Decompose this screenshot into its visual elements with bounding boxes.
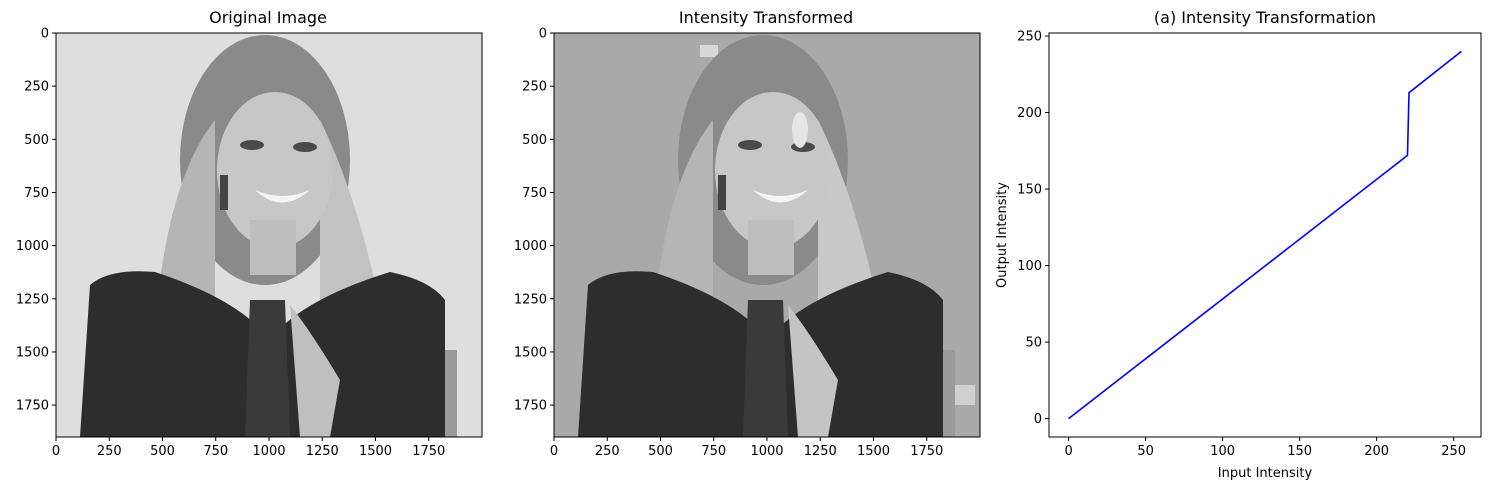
transformed-xtick-label: 1500 [857, 444, 890, 459]
y-axis-label: Output Intensity [995, 182, 1010, 288]
transformed-ytick-label: 250 [522, 80, 547, 95]
panel-intensity-transformed: Intensity Transformed 0 250 500 750 10 [514, 8, 981, 459]
transformed-image [554, 33, 980, 437]
x-ticks-plot: 0 50 100 150 200 250 [1064, 437, 1466, 459]
transformed-ytick-label: 1250 [514, 292, 547, 307]
panel-original-image: Original Image 0 250 500 750 1000 1250 1500 175… [16, 8, 483, 459]
transformed-xtick-label: 1000 [750, 444, 783, 459]
original-ytick-label: 750 [24, 186, 49, 201]
y-ticks-plot: 0 50 100 150 200 250 [1017, 30, 1049, 427]
panel-title-transformed: Intensity Transformed [679, 8, 853, 27]
original-image [56, 33, 482, 437]
x-ticks-transformed: 0 250 500 750 1000 1250 1500 1750 [550, 437, 943, 459]
original-xtick-label: 0 [52, 444, 60, 459]
series-line-transformation [1068, 50, 1462, 420]
plot-xtick-label: 200 [1364, 444, 1389, 459]
plot-ytick-label: 200 [1017, 106, 1042, 121]
transformed-xtick-label: 0 [550, 444, 558, 459]
plot-xtick-label: 150 [1287, 444, 1312, 459]
plot-ytick-label: 50 [1025, 336, 1042, 351]
y-ticks-transformed: 0 250 500 750 1000 1250 1500 1750 [514, 27, 554, 414]
transformed-ytick-label: 1000 [514, 239, 547, 254]
transformed-ytick-label: 0 [539, 27, 547, 42]
plot-xtick-label: 50 [1137, 444, 1154, 459]
original-xtick-label: 500 [150, 444, 175, 459]
original-ytick-label: 1750 [16, 399, 49, 414]
original-xtick-label: 1000 [252, 444, 285, 459]
original-ytick-label: 1000 [16, 239, 49, 254]
axes-frame-plot [1048, 32, 1482, 438]
plot-ytick-label: 100 [1017, 259, 1042, 274]
transformed-xtick-label: 250 [595, 444, 620, 459]
transformed-xtick-label: 1250 [804, 444, 837, 459]
original-ytick-label: 500 [24, 133, 49, 148]
panel-title-original: Original Image [209, 8, 327, 27]
x-axis-label: Input Intensity [1218, 466, 1313, 481]
original-xtick-label: 250 [97, 444, 122, 459]
transformed-ytick-label: 1500 [514, 345, 547, 360]
plot-ytick-label: 250 [1017, 30, 1042, 45]
y-ticks-original: 0 250 500 750 1000 1250 1500 1750 [16, 27, 56, 414]
original-ytick-label: 1500 [16, 345, 49, 360]
transformed-xtick-label: 1750 [910, 444, 943, 459]
original-xtick-label: 1500 [359, 444, 392, 459]
plot-ytick-label: 0 [1034, 412, 1042, 427]
transformed-ytick-label: 500 [522, 133, 547, 148]
x-ticks-original: 0 250 500 750 1000 1250 1500 1750 [52, 437, 445, 459]
original-ytick-label: 0 [41, 27, 49, 42]
plot-xtick-label: 250 [1441, 444, 1466, 459]
original-xtick-label: 1750 [412, 444, 445, 459]
plot-xtick-label: 100 [1210, 444, 1235, 459]
plot-ytick-label: 150 [1017, 183, 1042, 198]
original-xtick-label: 1250 [306, 444, 339, 459]
panel-transformation-plot: (a) Intensity Transformation 0 50 100 150 20… [995, 8, 1482, 481]
transformed-xtick-label: 750 [701, 444, 726, 459]
original-xtick-label: 750 [203, 444, 228, 459]
panel-title-plot: (a) Intensity Transformation [1154, 8, 1376, 27]
transformed-ytick-label: 1750 [514, 399, 547, 414]
transformed-xtick-label: 500 [648, 444, 673, 459]
original-ytick-label: 1250 [16, 292, 49, 307]
transformed-ytick-label: 750 [522, 186, 547, 201]
plot-xtick-label: 0 [1064, 444, 1072, 459]
original-ytick-label: 250 [24, 80, 49, 95]
